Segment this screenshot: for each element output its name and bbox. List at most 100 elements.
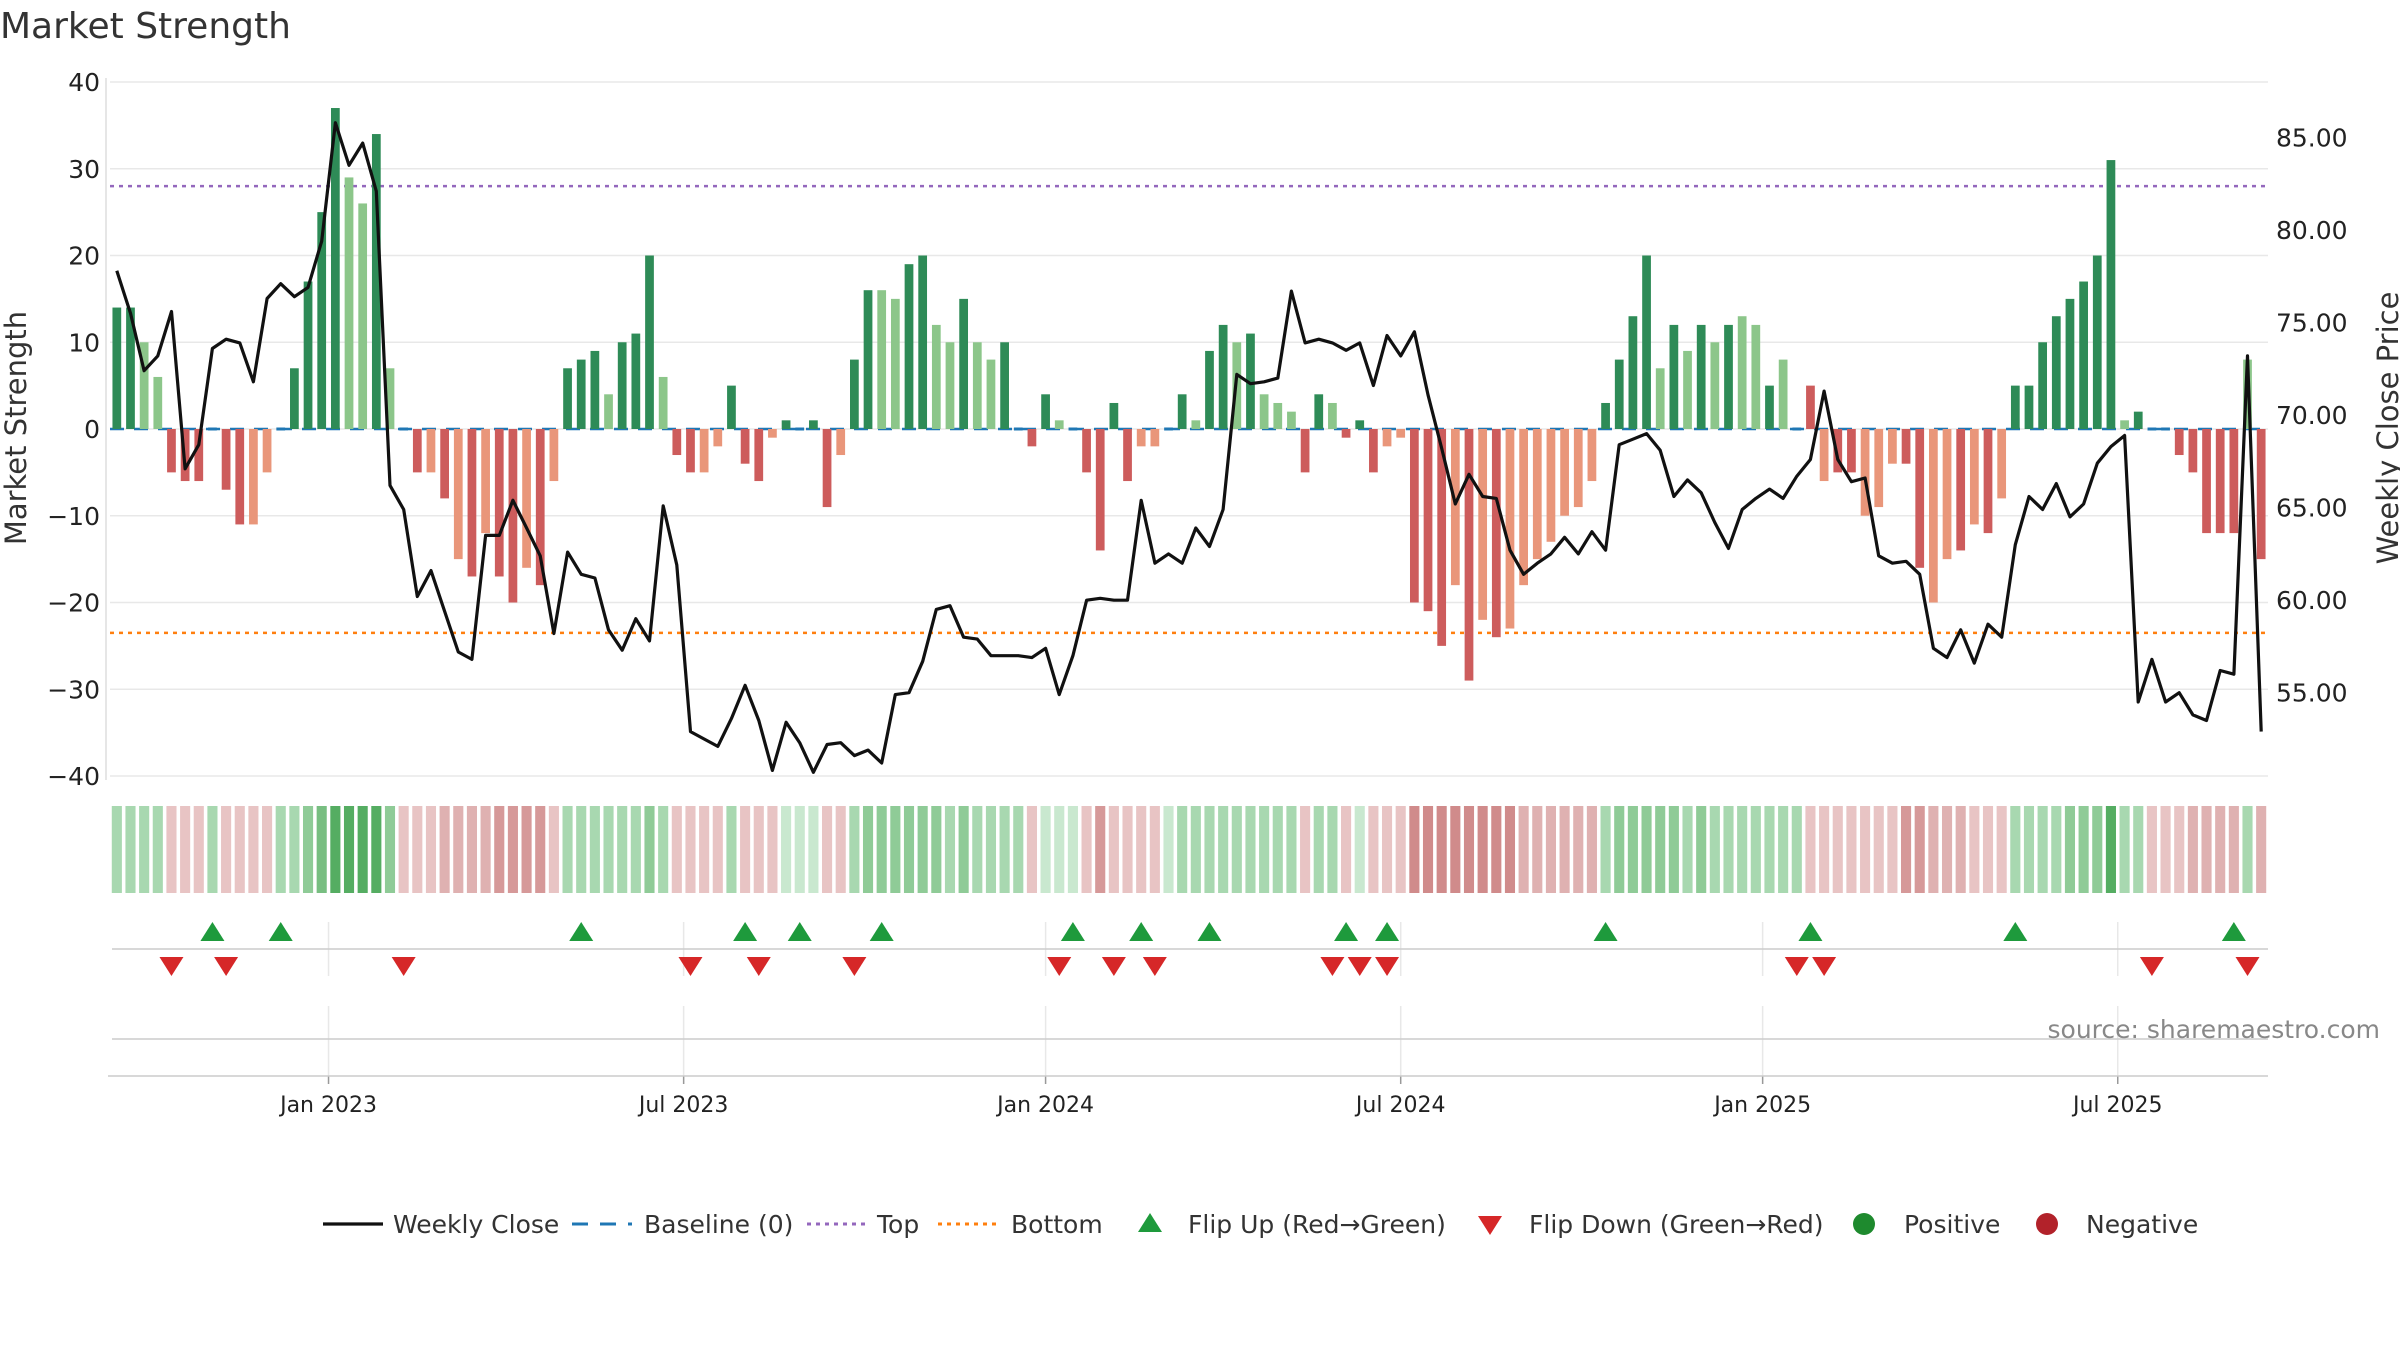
heat-band-cell	[1477, 806, 1488, 893]
y-axis-left-label: Market Strength	[0, 311, 33, 545]
heat-band-cell	[2160, 806, 2171, 893]
heat-band-cell	[1573, 806, 1584, 893]
strength-bar	[535, 429, 545, 586]
flip-down-marker	[159, 957, 184, 976]
strength-bar	[522, 429, 531, 568]
strength-bar	[1765, 385, 1774, 429]
strength-bar	[126, 307, 135, 429]
strength-bar	[1628, 316, 1638, 429]
legend-label-baseline: Baseline (0)	[644, 1210, 793, 1239]
flip-up-marker	[1593, 922, 1618, 941]
heat-band-cell	[1409, 806, 1420, 893]
strength-bar	[1601, 402, 1610, 429]
chart-title: Market Strength	[0, 6, 291, 47]
heat-band-cell	[1901, 806, 1912, 893]
strength-bar	[1642, 255, 1651, 429]
strength-bar	[1724, 324, 1733, 429]
heat-band-cell	[1286, 806, 1297, 893]
heat-band-cell	[576, 806, 587, 893]
strength-bar	[590, 350, 600, 429]
heat-band-cell	[1341, 806, 1352, 893]
y-tick-left-label: 30	[68, 155, 100, 184]
legend-swatch-positive	[1853, 1213, 1875, 1235]
heat-band-cell	[849, 806, 860, 893]
strength-bar	[1888, 429, 1897, 464]
strength-bar	[2120, 420, 2129, 429]
heat-band-cell	[1313, 806, 1324, 893]
heat-band-cell	[1136, 806, 1147, 893]
heat-band-cell	[1436, 806, 1447, 893]
strength-bar	[1696, 324, 1706, 429]
strength-bar	[890, 298, 900, 429]
heat-band-cell	[480, 806, 491, 893]
strength-bar	[453, 429, 463, 560]
strength-bar	[1491, 429, 1501, 638]
strength-bar	[863, 290, 873, 429]
strength-bar	[945, 342, 955, 429]
strength-bar	[1450, 429, 1460, 586]
strength-bar	[1737, 316, 1747, 429]
heat-band-cell	[931, 806, 942, 893]
heat-band-cell	[521, 806, 532, 893]
strength-bar	[330, 108, 340, 430]
strength-bar	[385, 368, 395, 429]
flip-down-marker	[1047, 957, 1072, 976]
weekly-close-line	[115, 121, 2263, 774]
strength-bar	[1300, 429, 1310, 473]
heat-band-cell	[1040, 806, 1051, 893]
heat-band-cell	[1969, 806, 1980, 893]
heat-band-cell	[1860, 806, 1871, 893]
heat-band-cell	[1381, 806, 1393, 893]
heat-band-cell	[384, 806, 396, 893]
flip-up-marker	[1129, 922, 1154, 941]
heat-band-cell	[1559, 806, 1570, 893]
strength-bar	[1150, 429, 1160, 447]
strength-bar	[1778, 359, 1788, 429]
strength-bar	[1409, 429, 1419, 603]
heat-band-cell	[835, 806, 846, 893]
heat-band-cell	[617, 806, 628, 893]
heat-band-cell	[1177, 806, 1188, 893]
heat-band-cell	[125, 806, 136, 893]
legend-label-weekly-close: Weekly Close	[393, 1210, 559, 1239]
strength-bar	[563, 368, 572, 429]
heat-band-cell	[439, 806, 450, 893]
heat-band-cell	[1491, 806, 1502, 893]
heat-band-cell	[862, 806, 874, 893]
strength-bar	[344, 177, 354, 429]
strength-bar	[1710, 342, 1720, 429]
x-tick-label: Jan 2025	[1712, 1093, 1811, 1118]
strength-bar-zero	[1013, 427, 1023, 431]
heat-band-cell	[1586, 806, 1597, 893]
heat-band-cell	[2242, 806, 2253, 893]
flip-up-marker	[200, 922, 225, 941]
strength-bar	[781, 420, 791, 429]
strength-bar	[1287, 411, 1296, 429]
heat-band-cell	[1600, 806, 1611, 893]
strength-bar	[727, 385, 736, 429]
strength-bar	[1246, 333, 1255, 429]
heat-band-cell	[1668, 806, 1679, 893]
strength-bar	[1519, 429, 1528, 586]
heat-band-cell	[275, 806, 286, 893]
heat-band-cell	[2105, 806, 2116, 893]
heat-band-cell	[343, 806, 355, 893]
heat-band-cell	[1067, 806, 1078, 893]
flip-up-marker	[787, 922, 812, 941]
heat-band-cell	[234, 806, 245, 893]
strength-bar	[604, 394, 613, 429]
legend-swatch-flip-down	[1478, 1216, 1502, 1235]
heat-band-cell	[1750, 806, 1761, 893]
strength-bar	[549, 429, 559, 482]
strength-bar-zero	[2147, 427, 2157, 431]
strength-bar	[986, 359, 996, 429]
heat-band-cell	[1805, 806, 1816, 893]
strength-bar	[1355, 420, 1365, 429]
flip-up-marker	[869, 922, 894, 941]
strength-bar-zero	[1164, 427, 1173, 431]
strength-bar	[1874, 429, 1884, 508]
y-tick-right-label: 65.00	[2276, 494, 2348, 523]
heat-band-cell	[152, 806, 163, 893]
y-tick-left-label: −10	[47, 502, 100, 531]
